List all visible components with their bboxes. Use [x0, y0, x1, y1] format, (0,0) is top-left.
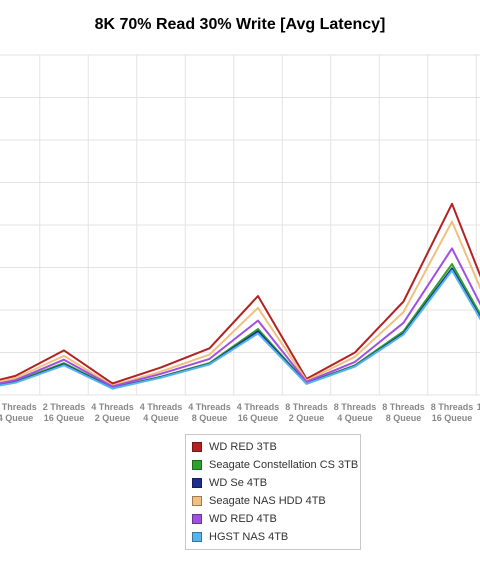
legend-swatch [192, 496, 202, 506]
legend-swatch [192, 532, 202, 542]
x-tick-label: 4 Threads 4 Queue [140, 402, 183, 423]
grid-lines [0, 54, 480, 396]
legend-label: WD Se 4TB [209, 477, 268, 489]
legend-item[interactable]: HGST NAS 4TB [186, 528, 360, 546]
series-line-4 [0, 247, 480, 388]
x-tick-label: 2 Threads 16 Queue [43, 402, 86, 423]
legend-item[interactable]: WD RED 4TB [186, 510, 360, 528]
legend-swatch [192, 514, 202, 524]
legend-swatch [192, 478, 202, 488]
x-tick-label: 4 Threads 16 Queue [237, 402, 280, 423]
legend-label: Seagate NAS HDD 4TB [209, 495, 326, 507]
series-line-5 [0, 269, 480, 390]
x-tick-label: 4 Threads 8 Queue [188, 402, 231, 423]
series-line-3 [0, 220, 480, 387]
legend-label: WD RED 3TB [209, 441, 277, 453]
legend-swatch [192, 442, 202, 452]
legend-item[interactable]: Seagate NAS HDD 4TB [186, 492, 360, 510]
x-tick-label: 8 Threads 8 Queue [382, 402, 425, 423]
legend-item[interactable]: WD Se 4TB [186, 474, 360, 492]
x-tick-label: 4 Threads 2 Queue [91, 402, 134, 423]
chart-title: 8K 70% Read 30% Write [Avg Latency] [94, 16, 386, 33]
legend: WD RED 3TB Seagate Constellation CS 3TB WD… [185, 434, 361, 550]
x-tick-label: 8 Threads 2 Queue [285, 402, 328, 423]
legend-label: HGST NAS 4TB [209, 531, 289, 543]
legend-label: WD RED 4TB [209, 513, 277, 525]
series-lines [0, 202, 480, 390]
legend-swatch [192, 460, 202, 470]
legend-item[interactable]: WD RED 3TB [186, 438, 360, 456]
x-tick-label: 8 Threads 4 Queue [334, 402, 377, 423]
x-tick-label: 8 Threads 16 Queue [431, 402, 474, 423]
series-line-1 [0, 263, 480, 389]
legend-item[interactable]: Seagate Constellation CS 3TB [186, 456, 360, 474]
legend-label: Seagate Constellation CS 3TB [209, 459, 359, 471]
series-line-0 [0, 202, 480, 385]
